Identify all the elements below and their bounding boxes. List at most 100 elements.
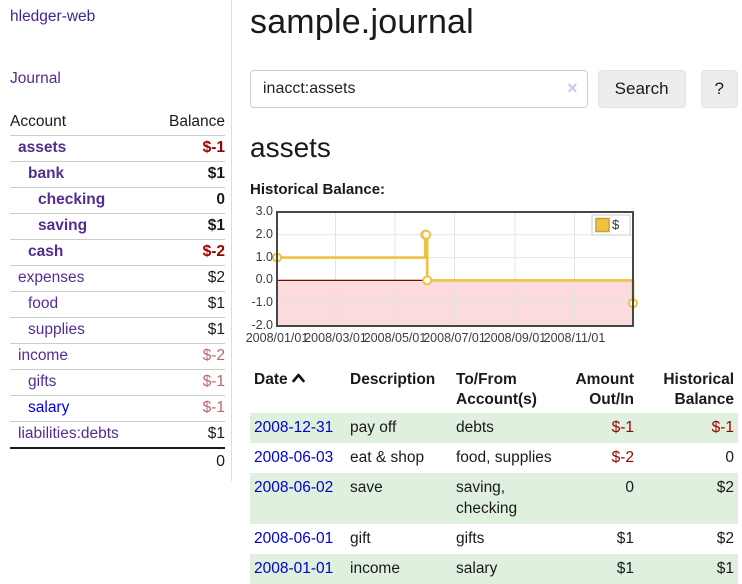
transaction-amount: $-2 — [611, 449, 634, 466]
account-balance: 0 — [216, 191, 225, 208]
account-balance: $1 — [207, 321, 225, 338]
sidebar-account-row: bank $1 — [10, 161, 225, 187]
x-axis-tick-label: 2008/01/01 — [245, 331, 309, 345]
transaction-date-link[interactable]: 2008-06-02 — [254, 479, 334, 496]
account-link[interactable]: expenses — [18, 269, 85, 286]
y-axis-tick-label: -2.0 — [251, 318, 273, 332]
transaction-description: save — [346, 473, 452, 524]
transaction-accounts: gifts — [456, 530, 485, 547]
col-amount: Amount Out/In — [575, 371, 634, 408]
x-axis-tick-label: 2008/03/01 — [304, 331, 367, 345]
transaction-description: income — [346, 554, 452, 584]
register-row: 2008-06-03 eat & shop food, supplies $-2… — [250, 443, 738, 473]
transaction-amount: 0 — [568, 473, 638, 524]
transaction-accounts: food, supplies — [456, 449, 552, 466]
col-balance: Historical Balance — [663, 371, 734, 408]
register-row: 2008-06-01 gift gifts $1 $2 — [250, 524, 738, 554]
account-link[interactable]: cash — [28, 243, 64, 260]
sidebar-account-row: food $1 — [10, 291, 225, 317]
historical-balance-chart: $ 3.0 2.0 1.0 0.0 -1.0 -2.0 2008/01/01 2008/03/… — [245, 204, 742, 347]
x-axis-tick-label: 2008/11/01 — [543, 331, 606, 345]
chart-title: Historical Balance: — [250, 181, 386, 198]
brand-link[interactable]: hledger-web — [10, 8, 96, 25]
account-heading: assets — [250, 132, 331, 163]
transaction-description: eat & shop — [350, 449, 425, 466]
transaction-balance: 0 — [725, 449, 734, 466]
sidebar-account-row: gifts $-1 — [10, 369, 225, 395]
transaction-accounts: saving, checking — [452, 473, 568, 524]
sidebar-account-row: expenses $2 — [10, 265, 225, 291]
search-bar: × Search ? — [250, 70, 738, 108]
transaction-amount: $1 — [568, 554, 638, 584]
col-description: Description — [350, 371, 436, 388]
help-button[interactable]: ? — [700, 70, 738, 108]
accounts-total-value: 0 — [216, 453, 225, 470]
x-axis-tick-label: 2008/05/01 — [363, 331, 427, 345]
account-balance: $2 — [207, 269, 225, 286]
search-button[interactable]: Search — [597, 70, 686, 108]
sidebar-account-row: liabilities:debts $1 — [10, 421, 225, 447]
sidebar-nav: Journal — [10, 70, 221, 88]
sidebar-account-row: salary $-1 — [10, 395, 225, 421]
accounts-col-balance: Balance — [168, 113, 225, 130]
sidebar-account-row: income $-2 — [10, 343, 225, 369]
transaction-accounts: debts — [452, 413, 568, 443]
transaction-amount: $1 — [616, 530, 634, 547]
sidebar-account-row: supplies $1 — [10, 317, 225, 343]
search-input[interactable] — [250, 70, 588, 108]
account-balance: $1 — [207, 217, 225, 234]
account-link[interactable]: saving — [38, 217, 88, 234]
account-link[interactable]: food — [28, 295, 59, 312]
account-link[interactable]: income — [18, 347, 68, 364]
page-title: sample.journal — [250, 3, 474, 41]
account-link[interactable]: supplies — [28, 321, 85, 338]
sidebar-account-row: cash $-2 — [10, 239, 225, 265]
transaction-date-link[interactable]: 2008-12-31 — [254, 419, 334, 436]
register-row: 2008-12-31 pay off debts $-1 $-1 — [250, 413, 738, 443]
y-axis-tick-label: 2.0 — [255, 226, 273, 241]
account-balance: $-1 — [202, 139, 225, 156]
account-balance: $1 — [207, 295, 225, 312]
main-content: sample.journal × Search ? assets Histori… — [232, 0, 742, 584]
sidebar-account-row: checking 0 — [10, 187, 225, 213]
clear-search-icon[interactable]: × — [567, 78, 578, 98]
transaction-description: pay off — [346, 413, 452, 443]
transaction-balance: $2 — [716, 530, 734, 547]
y-axis-tick-label: 1.0 — [255, 249, 273, 264]
accounts-total-row: 0 — [10, 447, 225, 475]
legend-swatch — [595, 217, 610, 233]
account-balance: $1 — [207, 165, 225, 182]
accounts-table: Account Balance assets $-1 bank $1 check… — [10, 110, 225, 475]
transaction-description: gift — [350, 530, 371, 547]
x-axis-tick-label: 2008/07/01 — [423, 331, 486, 345]
accounts-table-header: Account Balance — [10, 110, 225, 135]
account-link[interactable]: checking — [38, 191, 106, 208]
y-axis-tick-label: -1.0 — [251, 295, 273, 310]
y-axis-tick-label: 3.0 — [255, 204, 273, 218]
search-field-wrap: × — [250, 70, 588, 108]
account-link[interactable]: assets — [18, 139, 67, 156]
transaction-date-link[interactable]: 2008-01-01 — [254, 560, 334, 577]
transaction-balance: $-1 — [638, 413, 738, 443]
transaction-date-link[interactable]: 2008-06-01 — [254, 530, 334, 547]
chart-plot: $ — [272, 211, 638, 327]
sidebar-account-row: assets $-1 — [10, 135, 225, 161]
account-link[interactable]: bank — [28, 165, 65, 182]
account-link[interactable]: gifts — [28, 373, 57, 390]
accounts-col-account: Account — [10, 113, 67, 130]
register-header-row: Date Description To/From Account(s) Amou… — [250, 367, 738, 413]
transaction-date-link[interactable]: 2008-06-03 — [254, 449, 334, 466]
transaction-balance: $2 — [638, 473, 738, 524]
sidebar-account-row: saving $1 — [10, 213, 225, 239]
nav-journal-link[interactable]: Journal — [10, 70, 61, 87]
account-balance: $-2 — [202, 243, 225, 260]
col-date[interactable]: Date — [250, 367, 346, 413]
y-axis-tick-label: 0.0 — [255, 272, 273, 287]
account-link[interactable]: liabilities:debts — [18, 425, 119, 442]
account-balance: $-1 — [202, 399, 225, 416]
account-balance: $-2 — [202, 347, 225, 364]
x-axis-tick-label: 2008/09/01 — [483, 331, 547, 345]
legend-label: $ — [612, 217, 620, 232]
account-link[interactable]: salary — [28, 399, 70, 416]
sort-asc-icon — [291, 373, 305, 383]
